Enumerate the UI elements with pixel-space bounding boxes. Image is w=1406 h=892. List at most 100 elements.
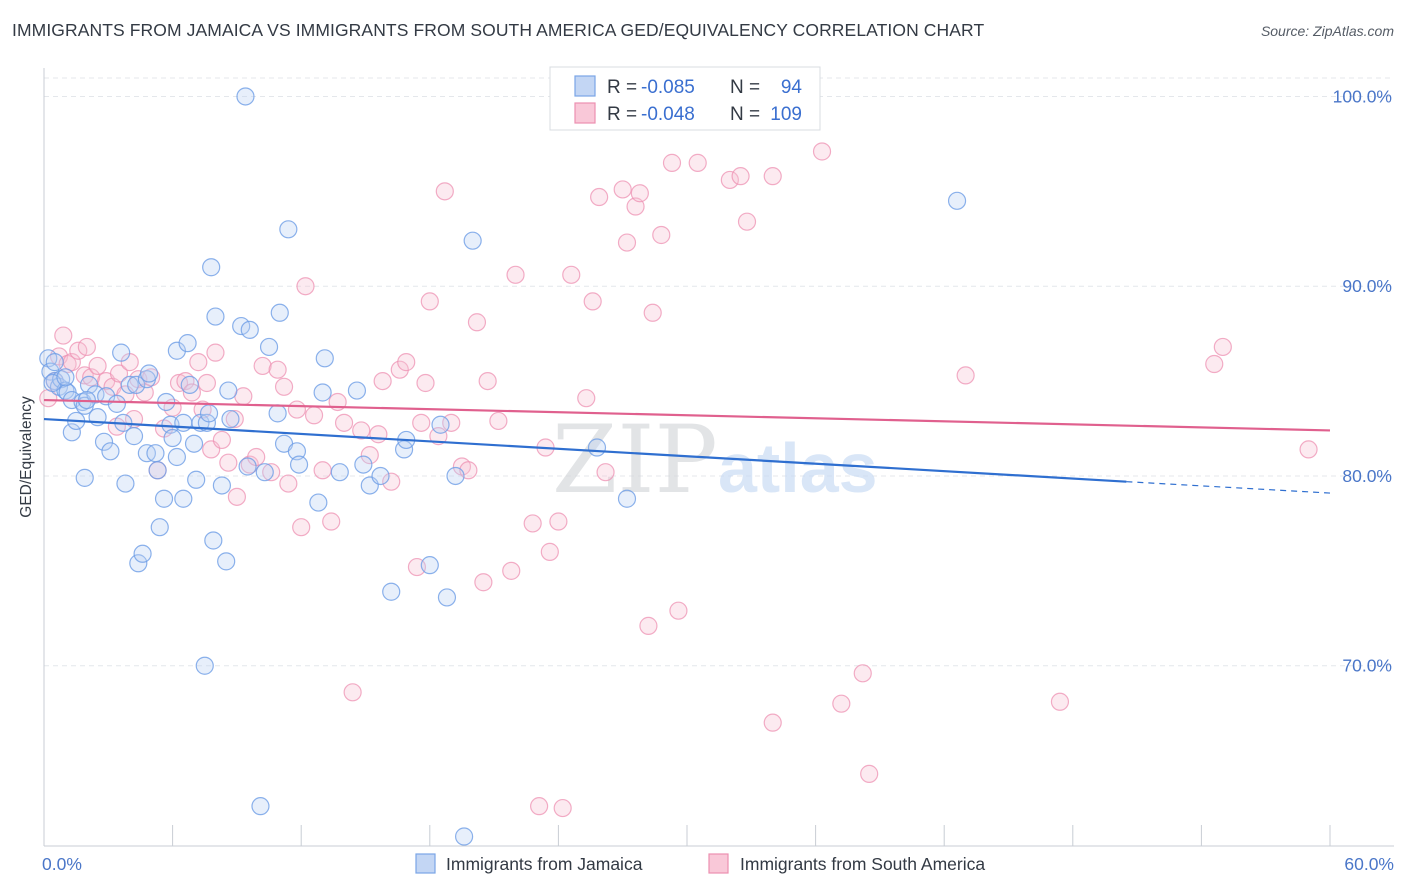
south-america-point: [421, 293, 438, 310]
south-america-point: [254, 357, 271, 374]
jamaica-point: [156, 490, 173, 507]
jamaica-point: [291, 456, 308, 473]
south-america-point: [689, 154, 706, 171]
south-america-point: [490, 412, 507, 429]
south-america-point: [293, 519, 310, 536]
south-america-point: [957, 367, 974, 384]
jamaica-point: [218, 553, 235, 570]
legend-n-value-2: 109: [770, 104, 802, 125]
jamaica-point: [271, 304, 288, 321]
south-america-point: [55, 327, 72, 344]
south-america-point: [618, 234, 635, 251]
south-america-point: [1206, 356, 1223, 373]
jamaica-point: [237, 88, 254, 105]
y-tick-label-70: 70.0%: [1342, 656, 1392, 676]
south-america-point: [732, 168, 749, 185]
legend-box: R = -0.085 N = 94 R = -0.048 N = 109: [550, 67, 820, 130]
jamaica-point: [421, 557, 438, 574]
south-america-point: [417, 374, 434, 391]
jamaica-point: [464, 232, 481, 249]
jamaica-point: [175, 490, 192, 507]
south-america-point: [344, 684, 361, 701]
south-america-point: [739, 213, 756, 230]
jamaica-point: [201, 405, 218, 422]
south-america-point: [833, 695, 850, 712]
south-america-point: [220, 454, 237, 471]
jamaica-point: [213, 477, 230, 494]
south-america-point: [1214, 338, 1231, 355]
jamaica-point: [447, 467, 464, 484]
legend-r-value-1: -0.085: [641, 77, 695, 98]
jamaica-point: [134, 545, 151, 562]
south-america-point: [314, 462, 331, 479]
bottom-legend-label-south-america: Immigrants from South America: [740, 854, 985, 874]
jamaica-point: [331, 464, 348, 481]
bottom-legend-swatch-south-america: [709, 854, 728, 873]
jamaica-point: [256, 464, 273, 481]
south-america-point: [276, 378, 293, 395]
y-tick-labels: 70.0% 80.0% 90.0% 100.0%: [1333, 86, 1392, 675]
jamaica-point: [241, 321, 258, 338]
south-america-point: [269, 361, 286, 378]
legend-r-label-1: R =: [607, 77, 637, 98]
south-america-point: [644, 304, 661, 321]
y-tick-label-100: 100.0%: [1333, 86, 1392, 106]
jamaica-point: [181, 376, 198, 393]
south-america-point: [550, 513, 567, 530]
bottom-legend-swatch-jamaica: [416, 854, 435, 873]
jamaica-point: [239, 458, 256, 475]
south-america-point: [640, 617, 657, 634]
grid-lines: [44, 78, 1394, 666]
jamaica-point: [141, 365, 158, 382]
legend-n-label-2: N =: [730, 104, 760, 125]
south-america-point: [531, 798, 548, 815]
south-america-point: [614, 181, 631, 198]
south-america-point: [436, 183, 453, 200]
jamaica-point: [149, 462, 166, 479]
jamaica-point: [188, 471, 205, 488]
south-america-point: [631, 185, 648, 202]
watermark-atlas: atlas: [718, 429, 878, 507]
south-america-point: [663, 154, 680, 171]
south-america-point: [1300, 441, 1317, 458]
south-america-point: [578, 390, 595, 407]
jamaica-point: [348, 382, 365, 399]
south-america-point: [854, 665, 871, 682]
jamaica-point: [186, 435, 203, 452]
jamaica-point: [280, 221, 297, 238]
jamaica-point: [207, 308, 224, 325]
south-america-point: [524, 515, 541, 532]
x-tick-label-min: 0.0%: [42, 854, 82, 874]
legend-n-value-1: 94: [781, 77, 803, 98]
south-america-point: [207, 344, 224, 361]
south-america-point: [398, 354, 415, 371]
south-america-point: [468, 314, 485, 331]
bottom-legend: Immigrants from Jamaica Immigrants from …: [416, 854, 985, 874]
jamaica-point: [102, 443, 119, 460]
south-america-point: [764, 168, 781, 185]
watermark: ZIP atlas: [552, 406, 878, 515]
legend-swatch-jamaica: [575, 76, 595, 96]
jamaica-point: [316, 350, 333, 367]
jamaica-point: [46, 354, 63, 371]
south-america-point: [541, 543, 558, 560]
jamaica-point: [168, 449, 185, 466]
south-america-point: [374, 373, 391, 390]
legend-n-label-1: N =: [730, 77, 760, 98]
jamaica-point: [179, 335, 196, 352]
south-america-point: [89, 357, 106, 374]
x-tick-label-max: 60.0%: [1344, 854, 1394, 874]
south-america-point: [591, 189, 608, 206]
south-america-point: [297, 278, 314, 295]
legend-r-value-2: -0.048: [641, 104, 695, 125]
south-america-point: [584, 293, 601, 310]
y-tick-label-80: 80.0%: [1342, 466, 1392, 486]
jamaica-point: [203, 259, 220, 276]
jamaica-point: [164, 430, 181, 447]
south-america-point: [1051, 693, 1068, 710]
jamaica-point: [372, 467, 389, 484]
south-america-point: [554, 800, 571, 817]
south-america-point: [213, 431, 230, 448]
y-axis-label: GED/Equivalency: [18, 396, 35, 518]
jamaica-point: [456, 828, 473, 845]
